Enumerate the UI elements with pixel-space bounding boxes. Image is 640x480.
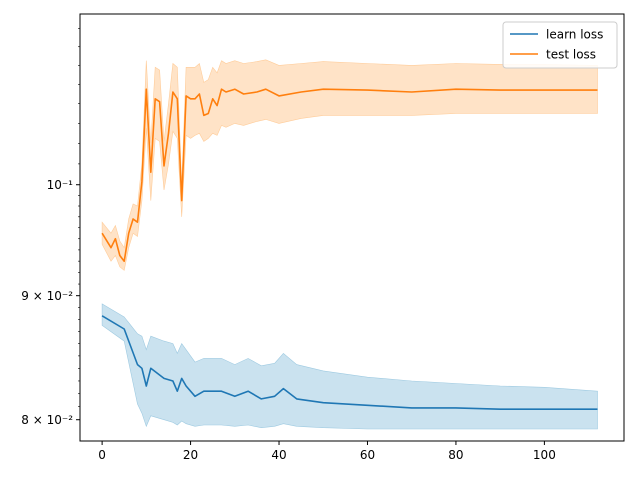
learn-loss-band [101, 303, 598, 430]
y-axis-ticks: 8 × 10⁻² 9 × 10⁻² 10⁻¹ [21, 28, 80, 427]
x-tick-label: 80 [448, 448, 463, 462]
y-tick-label: 8 × 10⁻² [21, 413, 73, 427]
y-tick-label: 10⁻¹ [47, 178, 74, 192]
legend-label-test-loss: test loss [546, 48, 596, 62]
learn-loss-line [101, 315, 598, 411]
x-axis-ticks: 0 20 40 60 80 100 [98, 441, 556, 462]
x-tick-label: 60 [360, 448, 375, 462]
legend-label-learn-loss: learn loss [546, 28, 603, 42]
test-loss-line [101, 88, 598, 263]
x-tick-label: 20 [183, 448, 198, 462]
legend: learn loss test loss [502, 21, 618, 69]
x-tick-label: 40 [271, 448, 286, 462]
series-lines [101, 88, 598, 411]
x-tick-label: 100 [533, 448, 556, 462]
x-tick-label: 0 [98, 448, 106, 462]
y-tick-label: 9 × 10⁻² [21, 289, 73, 303]
confidence-bands [101, 59, 598, 430]
test-loss-band [101, 59, 598, 271]
